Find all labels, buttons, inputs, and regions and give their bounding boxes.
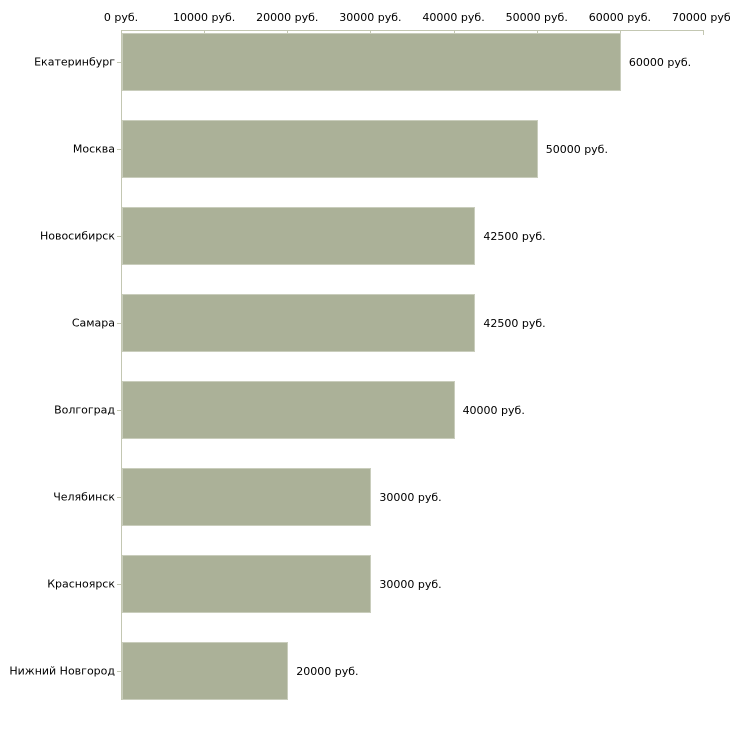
y-axis-line [121,30,122,700]
x-axis-tick-label: 40000 руб. [422,11,485,24]
category-tick-mark [117,323,121,324]
bar [122,294,476,352]
category-label: Нижний Новгород [9,664,115,678]
bar [122,555,372,613]
x-axis-line [121,30,704,31]
x-axis-tick-mark [619,30,621,35]
category-tick-mark [117,497,121,498]
bar-row: Волгоград 40000 руб. [54,381,691,439]
bar-value-label: 60000 руб. [628,55,692,69]
category-label: Красноярск [47,577,115,591]
category-label: Волгоград [54,403,115,417]
category-tick-mark [117,671,121,672]
bar-value-label: 30000 руб. [379,490,442,504]
bar [122,207,476,265]
x-axis-tick-label: 60000 руб. [588,11,651,24]
bar-value-label: 40000 руб. [462,403,525,417]
bar-row: Новосибирск 42500 руб. [40,207,691,265]
bar-row: Красноярск 30000 руб. [47,555,691,613]
bar-value-label: 42500 руб. [483,229,546,243]
x-axis-tick-label: 30000 руб. [339,11,402,24]
bar-row: Екатеринбург 60000 руб. [34,33,692,91]
x-axis-tick-label: 10000 руб. [173,11,236,24]
x-axis-tick-mark [703,30,704,35]
x-axis-tick-mark [536,30,538,35]
bar-value-label: 30000 руб. [379,577,442,591]
category-tick-mark [117,410,121,411]
category-label: Челябинск [53,490,115,504]
category-label: Москва [72,142,115,156]
bar-row: Самара 42500 руб. [72,294,691,352]
bar-row: Нижний Новгород 20000 руб. [9,642,691,700]
category-label: Екатеринбург [34,55,115,69]
bar-rows: Екатеринбург 60000 руб. Москва 50000 руб… [9,30,692,700]
bar-row: Челябинск 30000 руб. [53,468,691,526]
category-tick-mark [117,236,121,237]
bar-value-label: 50000 руб. [545,142,608,156]
x-axis-tick-mark [453,30,455,35]
x-axis-tick-label: 0 руб. [103,11,139,24]
x-axis-tick-mark [204,30,206,35]
x-axis-tick-label: 50000 руб. [505,11,568,24]
bar [122,33,621,91]
bar [122,468,372,526]
category-tick-mark [117,62,121,63]
category-tick-mark [117,584,121,585]
bar [122,120,538,178]
bar [122,381,455,439]
x-axis-tick-mark [121,30,122,35]
bar [122,642,289,700]
bar-value-label: 20000 руб. [296,664,359,678]
category-tick-mark [117,149,121,150]
x-axis-tick-mark [287,30,289,35]
x-axis-tick-label: 20000 руб. [256,11,319,24]
x-axis-tick-mark [370,30,372,35]
bar-row: Москва 50000 руб. [73,120,691,178]
category-label: Самара [71,316,115,330]
x-axis-tick-label: 70000 руб. [671,11,730,24]
bar-value-label: 42500 руб. [483,316,546,330]
category-label: Новосибирск [39,229,115,243]
